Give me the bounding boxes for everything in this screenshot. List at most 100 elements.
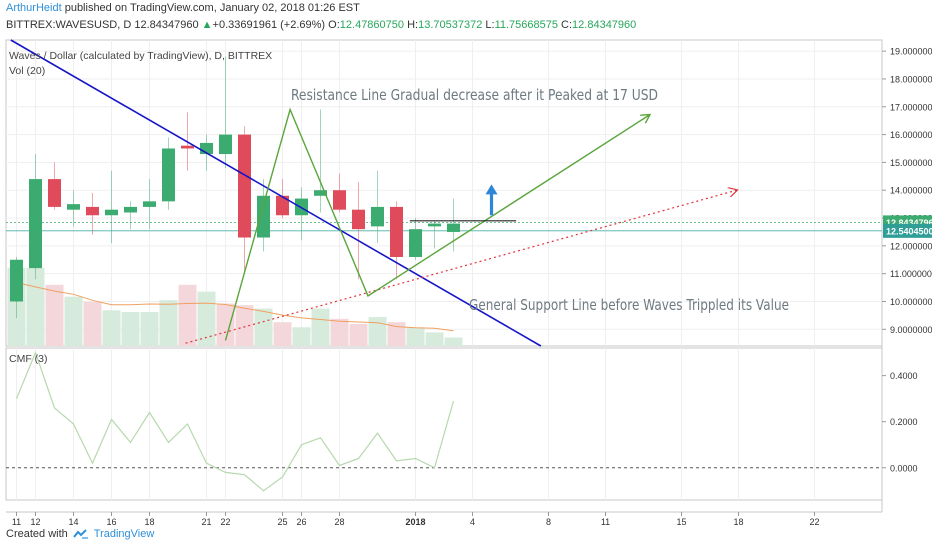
publish-info: ArthurHeidt published on TradingView.com… [6,2,360,14]
candle-body [352,209,365,230]
candle-body [257,195,270,238]
footer: Created with TradingView [6,528,154,540]
candle-body [29,179,42,269]
volume-label: Vol (20) [9,65,45,77]
open-label: O: [328,19,340,31]
price-tick-label: 9.00000000 [890,325,932,335]
volume-bar [368,317,387,346]
price-tick-label: 19.00000000 [890,47,932,57]
candle-body [67,204,80,210]
time-tick-label: 12 [30,517,40,527]
time-tick-label: 14 [68,517,78,527]
change-up-icon: ▲ [201,19,213,31]
low-label: L: [485,19,495,31]
support-trendline[interactable] [185,190,737,344]
volume-bar [387,322,406,346]
time-tick-label: 21 [201,517,211,527]
volume-bar [121,312,140,346]
cmf-label: CMF (3) [9,353,48,365]
last-price: 12.84347960 [134,19,199,31]
close-value: 12.84347960 [572,19,637,31]
chart-title: Waves / Dollar (calculated by TradingVie… [9,50,272,62]
time-tick-label: 22 [809,517,819,527]
volume-bar [444,337,463,346]
open-value: 12.47860750 [339,19,405,31]
candle-body [105,209,118,216]
tradingview-logo-icon [72,528,88,539]
last-price-badge-text: 12.84347960 [886,218,932,228]
resistance-annotation: Resistance Line Gradual decrease after i… [291,86,658,104]
candle-body [181,145,194,149]
price-tick-label: 16.00000000 [890,130,932,140]
candle-body [48,179,61,207]
time-tick-label: 2018 [405,517,425,527]
price-tick-label: 11.00000000 [890,269,932,279]
volume-bar [83,301,102,346]
volume-bar [292,327,311,346]
volume-bar [197,291,216,346]
pattern-trendline[interactable] [224,107,650,341]
volume-bar [311,308,330,346]
candle-body [276,195,289,216]
created-with-label: Created with [6,528,68,540]
volume-bar [273,322,292,346]
high-label: H: [407,19,419,31]
time-tick-label: 15 [676,517,686,527]
price-tick-label: 10.00000000 [890,297,932,307]
high-value: 13.70537372 [418,19,483,31]
price-tick-label: 15.00000000 [890,158,932,168]
candle-body [333,190,346,210]
candle-body [314,190,327,196]
volume-bar [102,310,121,346]
time-tick-label: 18 [144,517,154,527]
volume-bar [349,323,368,346]
tradingview-link[interactable]: TradingView [93,528,155,540]
second-price-badge: 12.54045008 [883,223,932,238]
cmf-tick-label: 0.2000 [890,417,918,427]
ohlc-bar: BITTREX:WAVESUSD, D 12.84347960 ▲+0.3369… [6,19,636,31]
candle-body [238,134,251,238]
cmf-tick-label: 0.0000 [890,463,918,473]
price-tick-label: 12.00000000 [890,241,932,251]
volume-bar [159,300,178,346]
volume-bar [254,308,273,346]
candle-body [162,148,175,202]
volume-bar [235,305,254,346]
time-tick-label: 4 [470,517,475,527]
volume-bar [178,284,197,346]
change-value: +0.33691961 (+2.69%) [212,19,326,31]
author-link[interactable]: ArthurHeidt [6,2,62,14]
resistance-trendline[interactable] [10,39,542,347]
price-tick-label: 14.00000000 [890,186,932,196]
volume-bar [64,296,83,346]
candle-body [447,223,460,232]
time-tick-label: 28 [334,517,344,527]
time-tick-label: 22 [220,517,230,527]
volume-bar [26,267,45,346]
time-tick-label: 11 [12,517,21,527]
candle-body [390,206,403,257]
time-tick-label: 18 [733,517,743,527]
cmf-tick-label: 0.4000 [890,371,918,381]
price-tick-label: 17.00000000 [890,102,932,112]
price-tick-label: 18.00000000 [890,74,932,84]
candle-body [371,206,384,227]
candle-body [219,134,232,155]
cmf-pane-frame [5,347,883,501]
published-text: published on TradingView.com, January 02… [64,2,360,14]
candle-body [124,206,137,213]
support-annotation: General Support Line before Waves Trippl… [469,296,789,314]
candle-body [409,229,422,257]
time-tick-label: 8 [546,517,551,527]
up-arrow-icon [485,184,498,195]
volume-bar [45,284,64,346]
second-price-badge-text: 12.54045008 [886,226,932,236]
candle-body [86,206,99,216]
candle-body [143,201,156,207]
time-tick-label: 11 [601,517,610,527]
candle-body [428,223,441,227]
time-tick-label: 26 [296,517,306,527]
volume-bar [216,303,235,346]
time-tick-label: 16 [106,517,116,527]
